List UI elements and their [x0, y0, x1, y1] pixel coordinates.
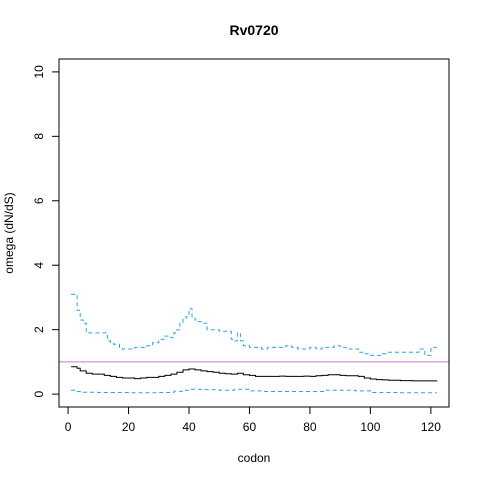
y-axis-label: omega (dN/dS) [2, 192, 16, 273]
y-tick-label: 4 [32, 262, 46, 269]
y-tick-label: 6 [32, 197, 46, 204]
x-tick-label: 120 [421, 420, 441, 434]
chart-title: Rv0720 [229, 22, 278, 38]
y-tick-label: 10 [32, 65, 46, 79]
plot-area [59, 293, 449, 394]
y-tick-label: 2 [32, 326, 46, 333]
y-tick-label: 8 [32, 133, 46, 140]
x-tick-label: 60 [243, 420, 257, 434]
y-tick-label: 0 [32, 390, 46, 397]
series-line-1 [71, 293, 437, 356]
x-axis: 0 20 40 60 80 100 120 [65, 406, 441, 434]
x-tick-label: 100 [360, 420, 380, 434]
series-line-3 [71, 388, 437, 394]
x-tick-label: 20 [122, 420, 136, 434]
x-tick-label: 80 [303, 420, 317, 434]
x-axis-label: codon [238, 451, 271, 465]
y-axis: 0 2 4 6 8 10 [32, 65, 60, 397]
series-line-2 [71, 366, 438, 382]
x-tick-label: 0 [65, 420, 72, 434]
x-tick-label: 40 [182, 420, 196, 434]
